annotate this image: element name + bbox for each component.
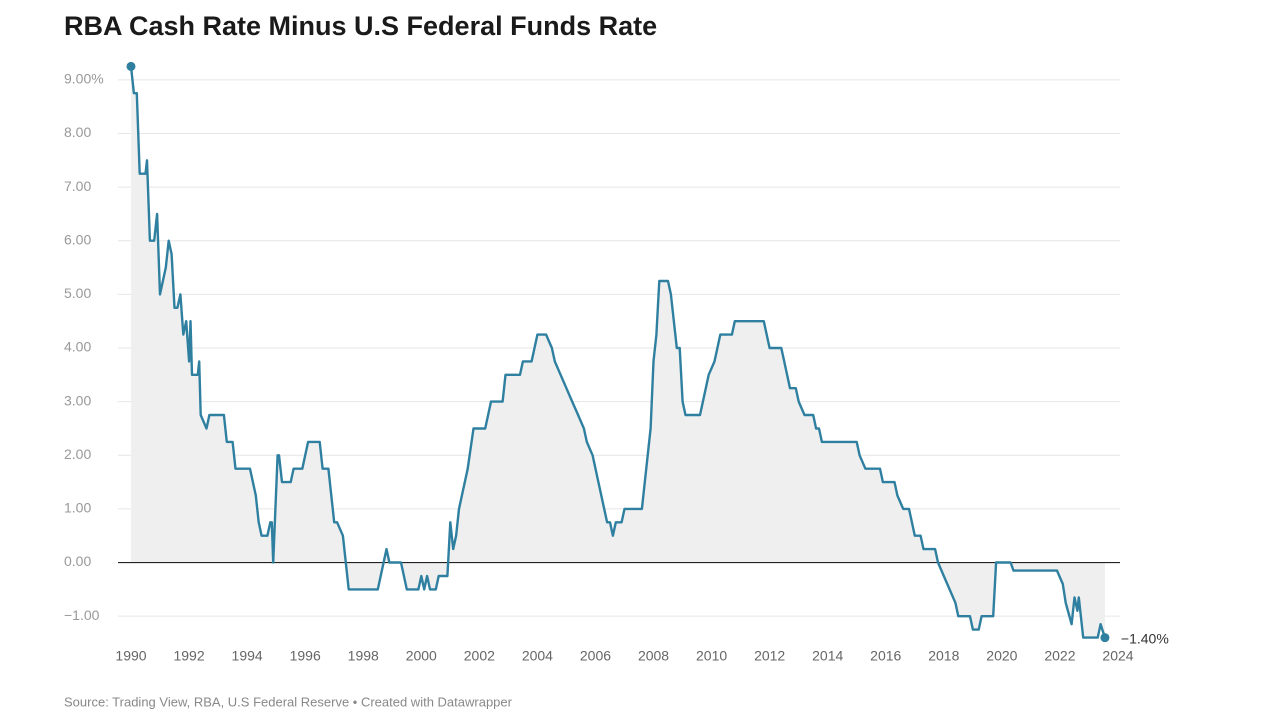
- x-tick-label: 1998: [348, 648, 379, 664]
- x-tick-label: 2004: [522, 648, 553, 664]
- x-tick-label: 1990: [115, 648, 146, 664]
- y-tick-label: 4.00: [64, 339, 91, 355]
- y-tick-label: 8.00: [64, 124, 91, 140]
- x-tick-label: 2000: [406, 648, 437, 664]
- area: [131, 66, 1105, 638]
- x-tick-label: 1992: [173, 648, 204, 664]
- x-tick-label: 2020: [986, 648, 1017, 664]
- x-tick-label: 2018: [928, 648, 959, 664]
- x-tick-label: 2006: [580, 648, 611, 664]
- y-tick-label: 6.00: [64, 231, 91, 247]
- x-tick-label: 2014: [812, 648, 843, 664]
- y-tick-label: 1.00: [64, 500, 91, 516]
- x-tick-label: 2008: [638, 648, 669, 664]
- x-tick-label: 2022: [1044, 648, 1075, 664]
- x-tick-label: 1996: [290, 648, 321, 664]
- x-tick-label: 2010: [696, 648, 727, 664]
- line: [129, 66, 1107, 639]
- x-tick-label: 2002: [464, 648, 495, 664]
- y-tick-label: 2.00: [64, 446, 91, 462]
- end-dot: [1100, 633, 1110, 643]
- source-note: Source: Trading View, RBA, U.S Federal R…: [64, 694, 513, 709]
- y-tick-label: 0.00: [64, 553, 91, 569]
- y-tick-label: −1.00: [64, 607, 100, 623]
- y-tick-label: 9.00%: [64, 71, 104, 87]
- x-tick-label: 2016: [870, 648, 901, 664]
- chart-title: RBA Cash Rate Minus U.S Federal Funds Ra…: [64, 11, 657, 41]
- x-tick-label: 2012: [754, 648, 785, 664]
- y-tick-label: 5.00: [64, 285, 91, 301]
- y-tick-label: 3.00: [64, 392, 91, 408]
- x-tick-label: 2024: [1102, 648, 1133, 664]
- x-tick-label: 1994: [232, 648, 263, 664]
- end-dot: [126, 61, 136, 71]
- end-label: −1.40%: [1121, 630, 1169, 646]
- y-tick-label: 7.00: [64, 178, 91, 194]
